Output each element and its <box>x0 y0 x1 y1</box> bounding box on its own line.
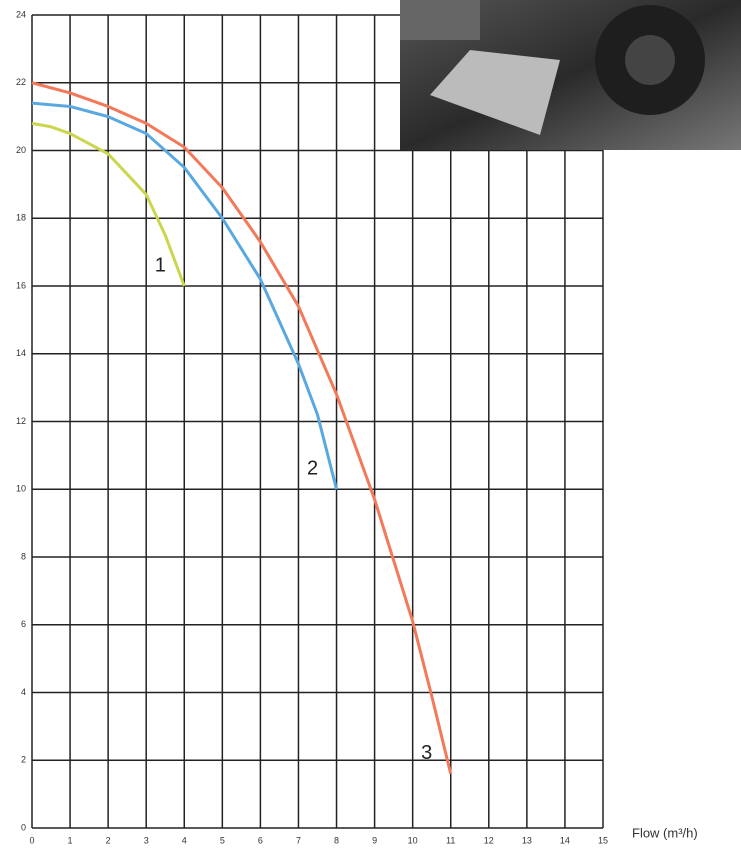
x-tick-label: 1 <box>68 835 73 845</box>
y-tick-label: 12 <box>16 416 26 426</box>
x-tick-label: 15 <box>598 835 608 845</box>
y-tick-label: 6 <box>21 619 26 629</box>
curve <box>31 101 338 490</box>
x-tick-label: 8 <box>334 835 339 845</box>
y-tick-label: 16 <box>16 280 26 290</box>
x-tick-label: 10 <box>408 835 418 845</box>
x-tick-label: 6 <box>258 835 263 845</box>
x-axis-title: Flow (m³/h) <box>632 825 698 840</box>
x-tick-label: 14 <box>560 835 570 845</box>
x-tick-label: 9 <box>372 835 377 845</box>
y-tick-label: 18 <box>16 213 26 223</box>
curve-label: 3 <box>421 742 432 764</box>
x-tick-label: 0 <box>29 835 34 845</box>
x-tick-label: 5 <box>220 835 225 845</box>
curve-label: 2 <box>307 458 318 480</box>
y-tick-label: 24 <box>16 9 26 19</box>
plot: 0 1 2 3 4 5 6 7 8 9 10 11 12 13 14 15024681012141618202… <box>16 9 608 845</box>
x-tick-label: 2 <box>106 835 111 845</box>
x-tick-label: 13 <box>522 835 532 845</box>
x-tick-label: 4 <box>182 835 187 845</box>
curve-label: 1 <box>155 254 166 276</box>
y-tick-label: 20 <box>16 145 26 155</box>
grid <box>31 14 604 829</box>
curve <box>31 121 186 287</box>
y-tick-label: 2 <box>21 755 26 765</box>
x-tick-label: 7 <box>296 835 301 845</box>
y-tick-label: 8 <box>21 551 26 561</box>
curve <box>31 81 453 775</box>
y-tick-label: 14 <box>16 348 26 358</box>
y-tick-label: 22 <box>16 77 26 87</box>
y-tick-label: 10 <box>16 484 26 494</box>
x-tick-label: 3 <box>144 835 149 845</box>
x-tick-label: 11 <box>446 835 455 845</box>
y-tick-label: 4 <box>21 687 26 697</box>
x-tick-label: 12 <box>484 835 494 845</box>
y-tick-label: 0 <box>21 822 26 832</box>
pump-photo <box>400 0 741 150</box>
